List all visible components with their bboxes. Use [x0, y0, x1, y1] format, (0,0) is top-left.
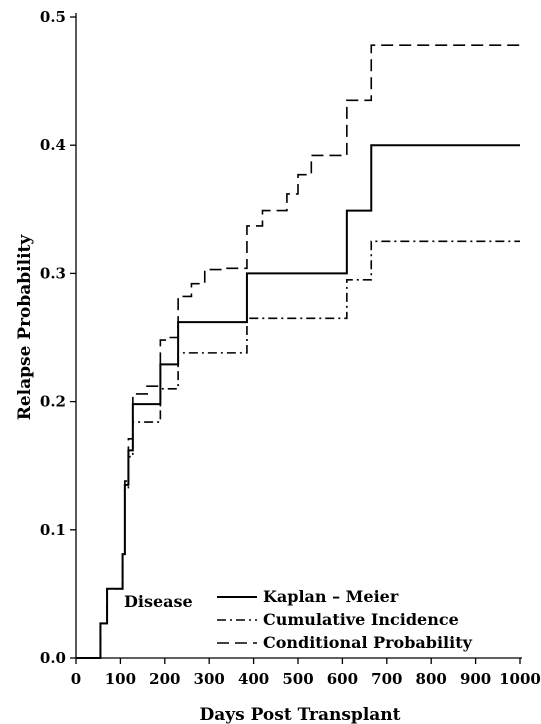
legend-label: Conditional Probability	[263, 633, 473, 652]
y-tick-label: 0.3	[40, 264, 66, 282]
x-tick-label: 1000	[499, 670, 541, 688]
y-tick-label: 0.2	[40, 393, 66, 411]
series-dashed-line	[76, 44, 520, 659]
disease-annotation: Disease	[124, 592, 193, 611]
legend: Kaplan – Meier Cumulative Incidence Condit…	[217, 587, 473, 652]
x-tick-label: 700	[371, 670, 402, 688]
y-axis-label: Relapse Probability	[15, 234, 35, 421]
series-solid-line	[76, 144, 520, 659]
x-tick-label: 0	[71, 670, 81, 688]
series-layer	[76, 44, 520, 659]
x-tick-label: 200	[149, 670, 180, 688]
x-axis-label: Days Post Transplant	[199, 705, 400, 724]
x-tick-label: 900	[460, 670, 491, 688]
axes: 0 100 200 300 400 500 600 700 800 900 1000 0.0 0.1 0.…	[40, 8, 541, 688]
x-tick-label: 100	[105, 670, 136, 688]
x-tick-label: 300	[194, 670, 225, 688]
y-tick-label: 0.1	[40, 521, 66, 539]
legend-label: Cumulative Incidence	[263, 610, 459, 629]
legend-label: Kaplan – Meier	[263, 587, 399, 606]
y-tick-label: 0.0	[40, 649, 66, 667]
x-tick-label: 800	[416, 670, 447, 688]
x-tick-label: 400	[238, 670, 269, 688]
y-tick-label: 0.5	[40, 8, 66, 26]
y-tick-label: 0.4	[40, 136, 66, 154]
x-tick-label: 600	[327, 670, 358, 688]
x-tick-label: 500	[282, 670, 313, 688]
